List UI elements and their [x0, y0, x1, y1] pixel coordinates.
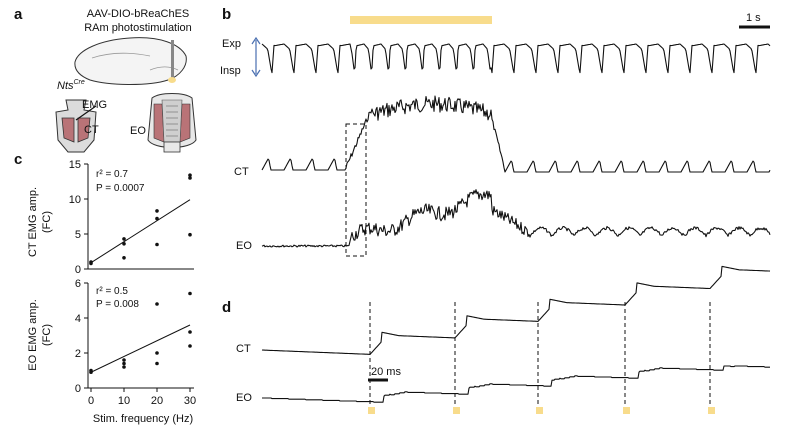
x-tick-label: 20	[151, 395, 163, 407]
breathing-trace	[261, 43, 771, 74]
data-point	[155, 216, 159, 221]
data-point	[155, 242, 159, 247]
eo-p-annotation: P = 0.008	[96, 299, 139, 310]
light-pulse	[453, 407, 460, 414]
light-pulse	[536, 407, 543, 414]
ct-label-a: CT	[84, 124, 99, 136]
eo-regression-line	[90, 324, 191, 373]
insp-label: Insp	[220, 65, 241, 77]
eo-fast-trace	[262, 365, 770, 403]
photostimulation-bar	[350, 16, 492, 24]
photostim-label: RAm photostimulation	[84, 22, 192, 34]
ct-label-b: CT	[234, 166, 249, 178]
exp-label: Exp	[222, 38, 241, 50]
time-scale-label-1s: 1 s	[746, 12, 761, 24]
y-tick-label: 15	[69, 159, 81, 171]
y-tick-label: 0	[75, 383, 81, 395]
time-scale-label-20ms: 20 ms	[371, 366, 401, 378]
eo-label-a: EO	[130, 125, 146, 137]
data-point	[155, 361, 159, 366]
data-point	[122, 242, 126, 246]
data-point	[89, 260, 93, 264]
y-tick-label: 5	[75, 229, 81, 241]
panel-b-label: b	[222, 6, 231, 23]
exp-insp-arrow	[251, 36, 261, 78]
nts-cre-label: NtsCre	[57, 79, 85, 92]
construct-label: AAV-DIO-bReaChES	[87, 8, 190, 20]
eo-ylabel-line1: EO EMG amp.	[27, 299, 39, 371]
data-point	[122, 237, 126, 241]
eo-label-b: EO	[236, 240, 252, 252]
y-tick-label: 4	[75, 313, 81, 325]
eo-scatter-chart: EO EMG amp. (FC) 0 2 4 6 0 10 20 30 r² = 0.5 P…	[27, 278, 196, 425]
data-point	[122, 365, 126, 369]
light-pulse	[623, 407, 630, 414]
data-point	[188, 173, 192, 177]
data-point	[188, 330, 192, 334]
data-point	[188, 176, 192, 180]
data-point	[188, 344, 192, 348]
y-tick-label: 0	[75, 264, 81, 276]
ct-regression-line	[90, 199, 191, 264]
data-point	[122, 255, 126, 260]
light-pulse	[368, 407, 375, 414]
eo-emg-trace	[261, 189, 771, 248]
data-point	[155, 351, 159, 355]
data-point	[155, 209, 159, 213]
ct-ylabel-line2: (FC)	[41, 211, 53, 233]
optic-fiber	[171, 40, 174, 78]
x-tick-label: 30	[184, 395, 196, 407]
ct-emg-trace	[261, 95, 771, 173]
torso-illustration	[147, 93, 197, 153]
data-point	[188, 232, 192, 237]
panel-c-label: c	[14, 151, 22, 168]
ct-label-d: CT	[236, 343, 251, 355]
ct-ylabel-line1: CT EMG amp.	[27, 187, 39, 257]
ct-fast-trace	[261, 265, 771, 355]
ct-scatter-chart: CT EMG amp. (FC) 0 5 10 15 r² = 0.7 P = 0.0…	[27, 159, 194, 276]
larynx-illustration	[55, 99, 97, 153]
panel-a-label: a	[14, 6, 23, 23]
x-tick-label: 10	[118, 395, 130, 407]
emg-label: EMG	[82, 99, 107, 111]
data-point	[155, 302, 159, 306]
eo-r2-annotation: r² = 0.5	[96, 286, 128, 297]
stim-frequency-xlabel: Stim. frequency (Hz)	[93, 413, 193, 425]
panel-d-label: d	[222, 299, 231, 316]
ct-r2-annotation: r² = 0.7	[96, 169, 128, 180]
y-tick-label: 2	[75, 348, 81, 360]
data-point	[188, 291, 192, 296]
eo-label-d: EO	[236, 392, 252, 404]
mouse-brain-illustration	[74, 37, 187, 85]
x-tick-label: 0	[88, 395, 94, 407]
light-spot	[168, 77, 176, 83]
y-tick-label: 10	[69, 194, 81, 206]
light-pulse	[708, 407, 715, 414]
eo-ylabel-line2: (FC)	[41, 324, 53, 346]
zoom-box	[345, 123, 367, 257]
ct-p-annotation: P = 0.0007	[96, 183, 145, 194]
y-tick-label: 6	[75, 278, 81, 290]
data-point	[122, 361, 126, 366]
data-point	[122, 358, 126, 362]
